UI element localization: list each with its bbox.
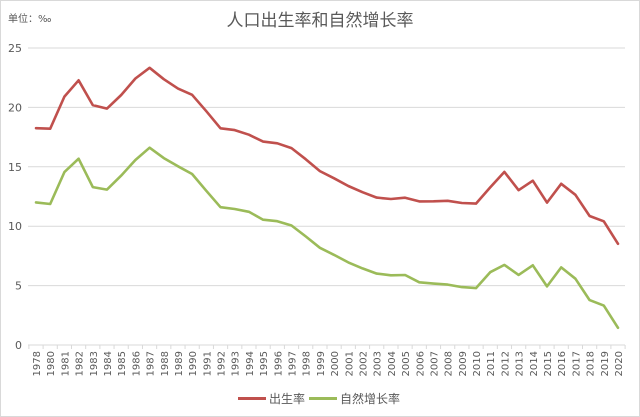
x-tick-label: 2003 [373,351,384,376]
x-tick-label: 2014 [529,351,540,376]
x-tick-label: 2018 [586,351,597,376]
y-tick-label: 0 [15,339,22,352]
x-tick-label: 2010 [472,351,483,376]
x-tick-label: 1988 [160,351,171,376]
y-tick-label: 25 [8,42,22,55]
x-tick-label: 1992 [217,351,228,376]
x-tick-label: 1995 [259,351,270,376]
x-tick-label: 1996 [273,351,284,376]
x-tick-label: 2015 [543,351,554,376]
x-tick-label: 1994 [245,351,256,376]
legend-swatch-natural-growth [309,397,338,400]
x-tick-label: 2006 [415,351,426,376]
x-tick-label: 2012 [500,351,511,376]
x-tick-label: 2009 [458,351,469,376]
legend-item-birth-rate: 出生率 [238,390,305,407]
legend-label-birth-rate: 出生率 [269,392,306,406]
x-tick-label: 2019 [600,351,611,376]
y-tick-label: 15 [8,161,22,174]
unit-label: 单位：‰ [8,14,52,25]
x-tick-label: 2005 [401,351,412,376]
x-tick-label: 1990 [188,351,199,376]
x-tick-label: 2011 [486,351,497,376]
x-tick-label: 1993 [231,351,242,376]
x-tick-label: 1982 [75,351,86,376]
x-tick-label: 1997 [288,351,299,376]
series-line-natural-growth [34,146,620,330]
x-tick-label: 2013 [515,351,526,376]
y-tick-label: 20 [8,101,22,114]
x-tick-label: 2020 [614,351,625,376]
x-tick-label: 1998 [302,351,313,376]
y-tick-label: 5 [15,280,22,293]
legend-item-natural-growth: 自然增长率 [309,390,400,407]
legend-label-natural-growth: 自然增长率 [340,392,401,406]
x-tick-label: 1985 [117,351,128,376]
x-tick-label: 1978 [32,351,43,376]
x-tick-label: 1987 [146,351,157,376]
x-tick-label: 1983 [89,351,100,376]
legend-swatch-birth-rate [238,397,266,400]
x-tick-label: 1986 [131,351,142,376]
x-tick-label: 1991 [202,351,213,376]
x-tick-label: 1984 [103,351,114,376]
x-tick-label: 2016 [557,351,568,376]
x-tick-label: 2004 [387,351,398,376]
x-tick-label: 1981 [60,351,71,376]
x-tick-label: 1999 [316,351,327,376]
legend: 出生率 自然增长率 [238,390,404,407]
series-line-birth-rate [34,66,620,246]
x-tick-label: 1989 [174,351,185,376]
x-tick-label: 2001 [344,351,355,376]
y-tick-label: 10 [8,220,22,233]
x-tick-label: 1980 [46,351,57,376]
x-tick-label: 2008 [444,351,455,376]
x-tick-label: 2007 [429,351,440,376]
x-tick-label: 2002 [358,351,369,376]
x-tick-label: 2017 [571,351,582,376]
chart-title: 人口出生率和自然增长率 [226,11,414,31]
x-tick-label: 2000 [330,351,341,376]
